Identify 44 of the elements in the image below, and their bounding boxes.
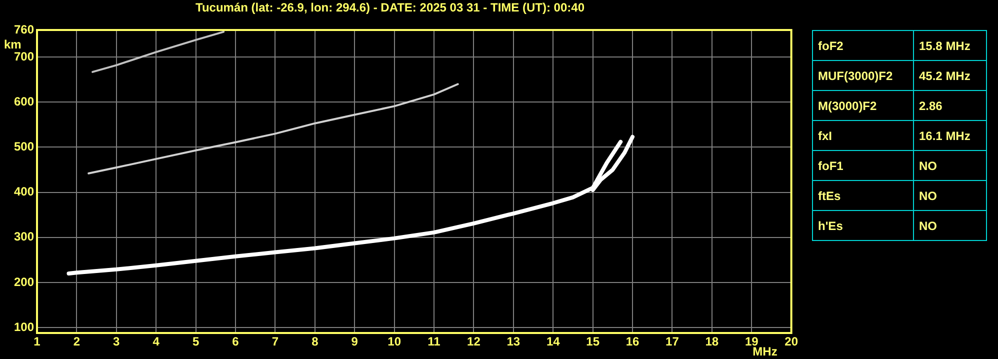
- text: fxI: [812, 120, 914, 150]
- y-tick-label: 300: [14, 230, 34, 244]
- x-tick-label: 5: [192, 334, 200, 349]
- chart-title: Tucumán (lat: -26.9, lon: 294.6) - DATE: 2025 03 31 - TIME (UT): 00:40: [196, 0, 585, 14]
- x-tick-label: 2: [73, 334, 80, 349]
- text: foF1: [812, 150, 914, 180]
- text: NO: [914, 210, 986, 240]
- x-tick-label: 13: [506, 334, 520, 349]
- x-tick-label: 9: [351, 334, 358, 349]
- x-tick-label: 15: [586, 334, 600, 349]
- text: h'Es: [812, 210, 914, 240]
- x-tick-label: 10: [388, 334, 402, 349]
- text: NO: [914, 180, 986, 210]
- y-axis-title: km: [4, 37, 22, 52]
- text: 15.8 MHz: [914, 30, 986, 60]
- text: foF2: [812, 30, 914, 60]
- x-tick-label: 3: [113, 334, 120, 349]
- text: ftEs: [812, 180, 914, 210]
- text: 2.86: [914, 90, 986, 120]
- y-tick-label: 500: [14, 140, 34, 154]
- x-tick-label: 1: [34, 334, 41, 349]
- x-axis-title: MHz: [752, 344, 778, 358]
- text: MUF(3000)F2: [812, 60, 914, 90]
- x-tick-label: 12: [467, 334, 481, 349]
- x-tick-label: 11: [428, 334, 441, 349]
- y-tick-label: 200: [14, 274, 34, 289]
- y-tick-label: 100: [14, 320, 34, 334]
- text: 45.2 MHz: [914, 60, 986, 90]
- x-tick-label: 8: [312, 334, 319, 349]
- x-tick-label: 16: [626, 334, 640, 349]
- y-tick-label: 700: [14, 49, 34, 64]
- text: M(3000)F2: [812, 90, 914, 120]
- x-tick-label: 6: [232, 334, 240, 349]
- text: 16.1 MHz: [914, 120, 986, 150]
- x-tick-label: 14: [546, 334, 560, 349]
- y-tick-label: 600: [14, 94, 34, 108]
- x-tick-label: 17: [666, 334, 680, 349]
- y-tick-label: 400: [14, 184, 34, 199]
- y-tick-label: 760: [14, 22, 34, 36]
- text: NO: [914, 150, 986, 180]
- x-tick-label: 18: [705, 334, 719, 349]
- x-tick-label: 4: [152, 334, 160, 349]
- x-tick-label: 20: [784, 334, 798, 349]
- x-tick-label: 7: [272, 334, 279, 349]
